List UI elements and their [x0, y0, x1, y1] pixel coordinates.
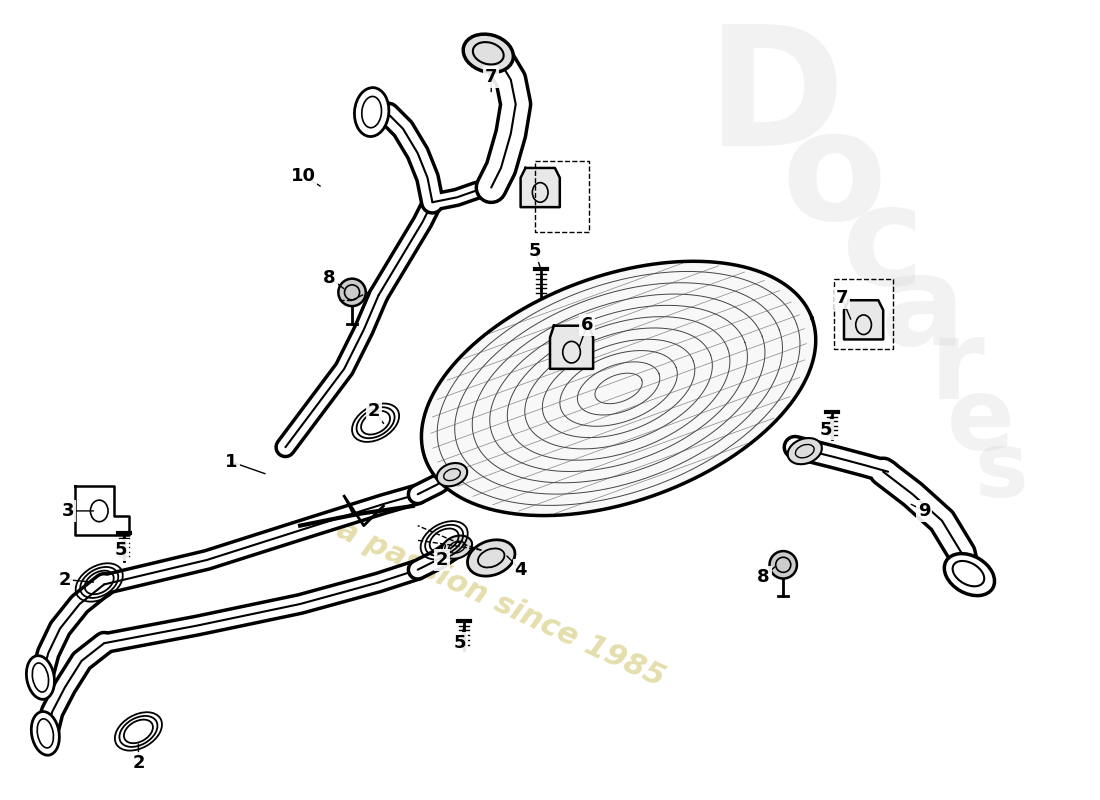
- Text: 5: 5: [453, 634, 466, 652]
- Text: 9: 9: [918, 502, 931, 520]
- Circle shape: [339, 278, 366, 306]
- Ellipse shape: [944, 554, 994, 596]
- Text: D: D: [706, 18, 845, 181]
- Text: 6: 6: [581, 316, 594, 334]
- Text: 7: 7: [836, 290, 848, 307]
- Text: a: a: [880, 250, 965, 370]
- Polygon shape: [550, 326, 593, 369]
- Text: 2: 2: [436, 551, 449, 569]
- Text: 5: 5: [529, 242, 541, 260]
- Text: 2: 2: [367, 402, 380, 420]
- Ellipse shape: [463, 34, 514, 73]
- Text: 3: 3: [62, 502, 74, 520]
- Ellipse shape: [354, 88, 389, 137]
- Text: o: o: [782, 103, 887, 252]
- Ellipse shape: [442, 535, 472, 559]
- Text: r: r: [930, 315, 984, 422]
- Polygon shape: [844, 300, 883, 339]
- Text: 1: 1: [226, 453, 238, 471]
- Text: 2: 2: [58, 570, 72, 589]
- Text: 5: 5: [114, 541, 126, 559]
- Circle shape: [770, 551, 796, 578]
- Ellipse shape: [26, 656, 55, 699]
- Text: 10: 10: [290, 166, 316, 185]
- Ellipse shape: [31, 711, 59, 755]
- Text: 4: 4: [515, 561, 527, 578]
- Text: a passion since 1985: a passion since 1985: [332, 515, 670, 693]
- Polygon shape: [520, 168, 560, 207]
- Ellipse shape: [468, 540, 515, 576]
- Text: 5: 5: [821, 421, 833, 438]
- Ellipse shape: [437, 463, 468, 486]
- Ellipse shape: [788, 438, 822, 464]
- Text: 8: 8: [757, 567, 770, 586]
- Text: 7: 7: [485, 68, 497, 86]
- Text: c: c: [842, 179, 924, 314]
- Text: e: e: [947, 374, 1015, 471]
- Polygon shape: [421, 262, 816, 515]
- Text: 8: 8: [323, 269, 336, 286]
- Text: s: s: [974, 428, 1027, 516]
- Text: 2: 2: [132, 754, 145, 772]
